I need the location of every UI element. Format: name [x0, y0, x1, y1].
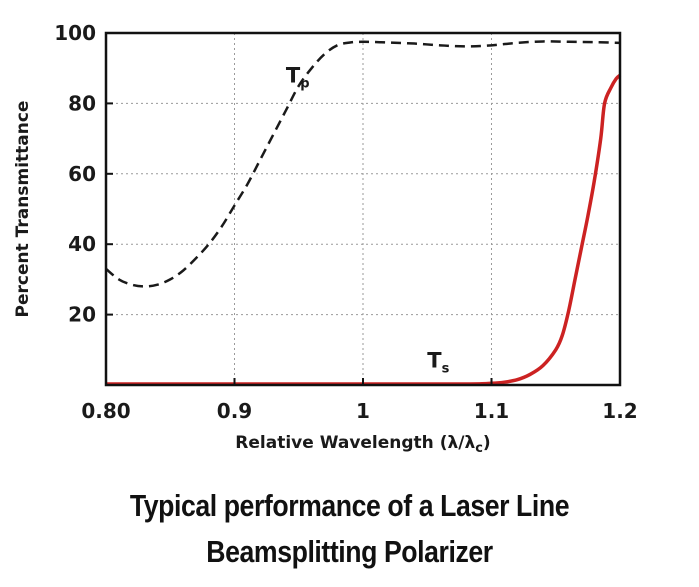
x-tick-label: 1 — [356, 399, 370, 423]
series-label-Tp: Tp — [286, 63, 310, 91]
series-line-Tp — [105, 40, 621, 288]
chart: 20 40 60 80 100 0.80 0.9 1 1.1 1.2 Tp Ts Percent Tr… — [13, 21, 638, 456]
y-tick-label: 60 — [68, 162, 96, 186]
y-tick-label: 20 — [68, 303, 96, 327]
grid — [106, 33, 620, 385]
series-group — [105, 40, 622, 386]
y-tick-label: 80 — [68, 91, 96, 115]
x-axis-title: Relative Wavelength (λ/λc) — [235, 433, 490, 456]
labels: 20 40 60 80 100 0.80 0.9 1 1.1 1.2 Tp Ts — [54, 21, 637, 423]
x-tick-label: 0.80 — [81, 399, 130, 423]
x-tick-label: 0.9 — [217, 399, 252, 423]
x-axis-title-main: Relative Wavelength (λ/λ — [235, 433, 475, 453]
x-tick-label: 1.2 — [602, 399, 637, 423]
x-axis-title-sub: c — [475, 441, 483, 456]
y-axis-title: Percent Transmittance — [13, 101, 33, 318]
caption-line-2: Beamsplitting Polarizer — [206, 534, 493, 569]
caption-line-1: Typical performance of a Laser Line — [129, 488, 570, 523]
series-label-Ts: Ts — [427, 348, 449, 376]
x-axis-title-end: ) — [483, 433, 491, 453]
ticks — [105, 32, 621, 385]
y-tick-label: 100 — [54, 21, 96, 45]
y-tick-label: 40 — [68, 232, 96, 256]
x-tick-label: 1.1 — [474, 399, 509, 423]
